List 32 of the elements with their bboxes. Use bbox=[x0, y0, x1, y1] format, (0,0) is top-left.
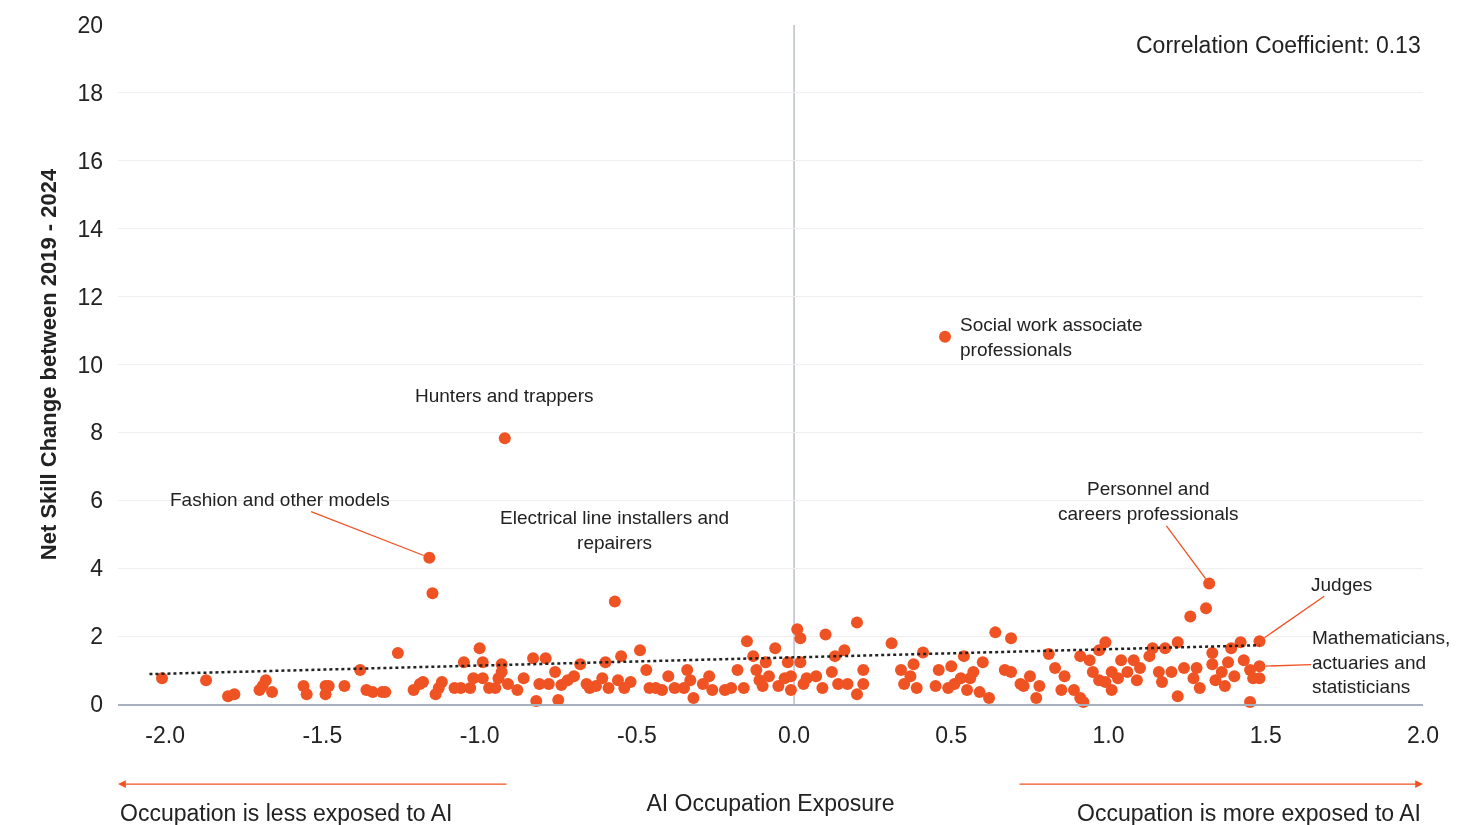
annotation: Electrical line installers and repairers bbox=[500, 507, 730, 553]
annotation: Mathematicians, actuaries and statisticians bbox=[1312, 627, 1451, 698]
x-tick-label: 1.0 bbox=[1092, 722, 1125, 749]
annotation: Correlation Coefficient: 0.13 bbox=[1136, 32, 1421, 58]
annotation: Hunters and trappers bbox=[415, 385, 594, 406]
y-tick-label: 0 bbox=[90, 691, 103, 718]
annotation: Personnel and careers professionals bbox=[1058, 478, 1239, 524]
y-tick-label: 12 bbox=[77, 283, 103, 310]
x-axis-title: AI Occupation Exposure bbox=[646, 790, 895, 817]
text: Occupation is less exposed to AI bbox=[120, 800, 453, 825]
x-tick-label: -0.5 bbox=[617, 722, 657, 749]
y-tick-label: 20 bbox=[77, 12, 103, 39]
annotation: Social work associate professionals bbox=[960, 314, 1143, 360]
annotation: Fashion and other models bbox=[170, 489, 390, 510]
text: Occupation is more exposed to AI bbox=[1077, 800, 1421, 825]
x-tick-label: 0.0 bbox=[778, 722, 811, 749]
annotation: Judges bbox=[1311, 574, 1373, 595]
y-tick-label: 18 bbox=[77, 79, 103, 106]
y-tick-label: 14 bbox=[77, 215, 104, 242]
y-axis-title: Net Skill Change between 2019 - 2024 bbox=[36, 168, 62, 561]
x-tick-label: 2.0 bbox=[1407, 722, 1439, 749]
x-tick-label: -1.0 bbox=[459, 722, 500, 749]
y-tick-label: 10 bbox=[77, 351, 103, 378]
y-tick-label: 4 bbox=[90, 555, 104, 582]
y-tick-label: 16 bbox=[77, 147, 103, 174]
x-tick-label: 0.5 bbox=[935, 722, 968, 749]
x-tick-label: -2.0 bbox=[145, 722, 185, 749]
x-tick-label: 1.5 bbox=[1249, 722, 1282, 749]
y-tick-label: 8 bbox=[90, 419, 103, 446]
y-tick-label: 6 bbox=[90, 487, 103, 514]
x-tick-label: -1.5 bbox=[302, 722, 343, 749]
y-tick-label: 2 bbox=[90, 623, 103, 650]
